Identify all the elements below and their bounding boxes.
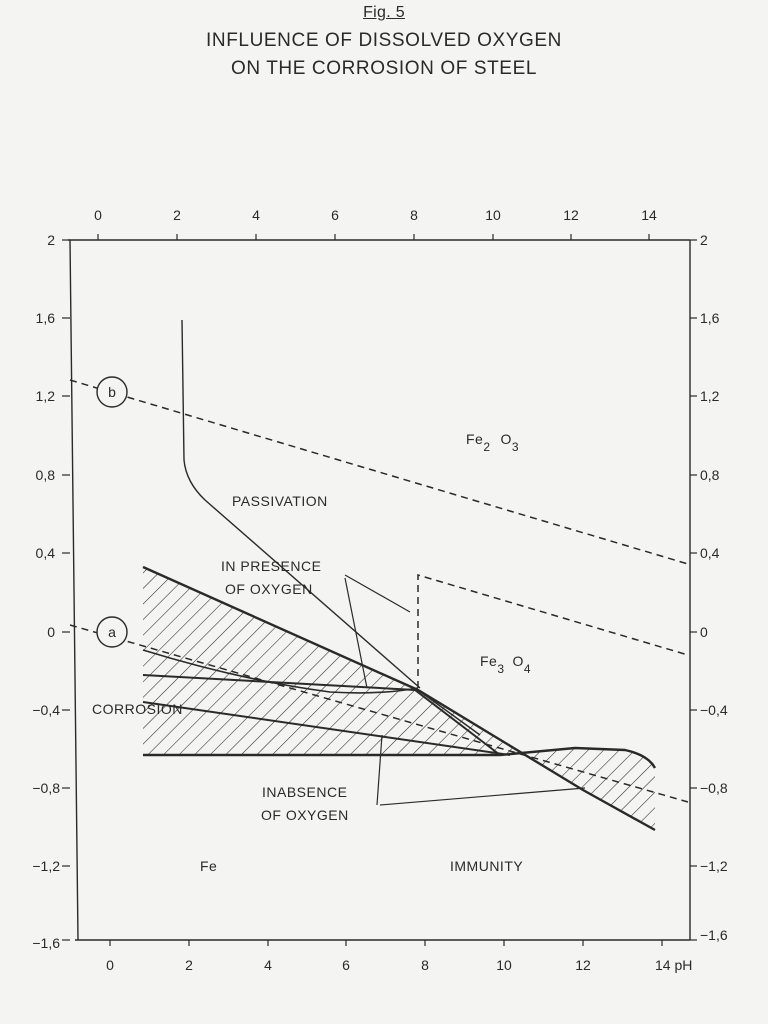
y-tick-left: −1,2 (32, 858, 60, 874)
marker-a-circle (96, 616, 128, 648)
marker-b-text: b (108, 384, 116, 400)
y-tick-right: 0 (700, 624, 708, 640)
x-tick-bottom: 2 (185, 957, 193, 973)
leader-presence-right (344, 574, 411, 613)
y-tick-left: 1,2 (36, 388, 56, 404)
upper-boundary-line (142, 565, 656, 832)
y-tick-left: −1,6 (32, 935, 60, 951)
y-tick-right: −1,2 (700, 858, 728, 874)
mid-line-lower (142, 701, 511, 756)
y-tick-left: 0,4 (36, 545, 56, 561)
label-fe: Fe (200, 858, 217, 874)
leader-absence-up (376, 734, 383, 806)
y-tick-right: 2 (700, 232, 708, 248)
label-fe3o4: Fe3 O4 (480, 653, 531, 676)
y-tick-right: −1,6 (700, 927, 728, 943)
label-fe2o3: Fe2 O3 (466, 431, 519, 454)
annotation-presence-line2: OF OXYGEN (225, 581, 313, 597)
left-axis (69, 239, 79, 941)
dashed-line-b (69, 379, 689, 565)
marker-b-circle (96, 376, 128, 408)
x-tick-top: 12 (563, 207, 579, 223)
x-tick-bottom: 6 (342, 957, 350, 973)
label-immunity: IMMUNITY (450, 858, 523, 874)
leader-absence-right (379, 787, 586, 806)
y-tick-right: 0,4 (700, 545, 720, 561)
figure-number: Fig. 5 (363, 4, 405, 21)
label-corrosion: CORROSION (92, 701, 183, 717)
y-tick-right: −0,4 (700, 702, 728, 718)
x-tick-top: 14 (641, 207, 657, 223)
y-tick-left: 2 (47, 232, 55, 248)
x-tick-bottom: 8 (421, 957, 429, 973)
hatched-band (143, 567, 655, 830)
annotation-absence-line2: OF OXYGEN (261, 807, 349, 823)
x-tick-bottom: 0 (106, 957, 114, 973)
mid-line-upper (142, 674, 501, 756)
x-tick-top: 6 (331, 207, 339, 223)
x-tick-bottom: 10 (496, 957, 512, 973)
label-passivation: PASSIVATION (232, 493, 328, 509)
lower-boundary-line (143, 746, 657, 769)
y-tick-left: 1,6 (36, 310, 56, 326)
y-tick-left: 0 (47, 624, 55, 640)
x-tick-top: 2 (173, 207, 181, 223)
x-tick-bottom: 14 pH (655, 957, 692, 973)
x-tick-top: 0 (94, 207, 102, 223)
leader-presence-down (344, 577, 368, 689)
y-tick-right: 1,2 (700, 388, 720, 404)
dashed-fe3o4-boundary (417, 573, 689, 688)
y-tick-right: 0,8 (700, 467, 720, 483)
marker-a-text: a (108, 624, 116, 640)
right-descending-line (417, 689, 481, 736)
x-tick-top: 8 (410, 207, 418, 223)
figure-title-line-1: INFLUENCE OF DISSOLVED OXYGEN (206, 30, 562, 51)
annotation-presence-line1: IN PRESENCE (221, 558, 321, 574)
x-tick-bottom: 12 (575, 957, 591, 973)
x-tick-top: 10 (485, 207, 501, 223)
figure-title-line-2: ON THE CORROSION OF STEEL (230, 58, 538, 79)
in-presence-curve (142, 649, 419, 694)
x-tick-top: 4 (252, 207, 260, 223)
y-tick-left: −0,8 (32, 780, 60, 796)
y-tick-left: −0,4 (32, 702, 60, 718)
y-tick-right: −0,8 (700, 780, 728, 796)
y-tick-right: 1,6 (700, 310, 720, 326)
annotation-absence-line1: INABSENCE (262, 784, 347, 800)
y-tick-left: 0,8 (36, 467, 56, 483)
x-tick-bottom: 4 (264, 957, 272, 973)
passivation-boundary (181, 319, 421, 689)
